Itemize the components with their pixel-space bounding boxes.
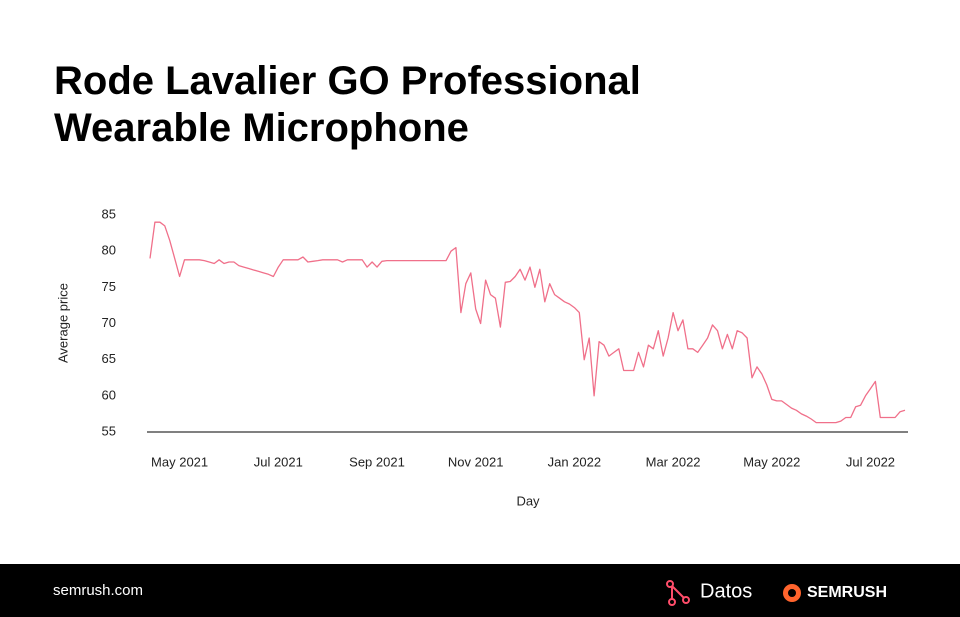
x-tick-label: May 2022 [743, 454, 800, 469]
footer-brand-datos: Datos [700, 580, 752, 602]
x-tick-label: May 2021 [151, 454, 208, 469]
datos-icon [666, 580, 690, 606]
semrush-icon [783, 584, 801, 602]
chart-title: Rode Lavalier GO Professional Wearable M… [54, 59, 641, 150]
y-tick-label: 75 [102, 279, 116, 294]
y-tick-label: 60 [102, 387, 116, 402]
footer-site: semrush.com [53, 582, 143, 599]
chart: Day Average price 55 60 65 70 75 80 85 May 2021… [55, 206, 908, 508]
y-tick-label: 80 [102, 243, 116, 258]
y-tick-label: 55 [102, 423, 116, 438]
x-tick-label: Nov 2021 [448, 454, 504, 469]
y-tick-label: 65 [102, 351, 116, 366]
y-tick-label: 85 [102, 206, 116, 221]
x-tick-label: Sep 2021 [349, 454, 405, 469]
x-tick-label: Mar 2022 [646, 454, 701, 469]
price-line [149, 221, 906, 424]
x-tick-label: Jan 2022 [548, 454, 602, 469]
y-axis-label: Average price [55, 283, 70, 363]
y-tick-label: 70 [102, 315, 116, 330]
x-tick-label: Jul 2021 [254, 454, 303, 469]
footer-brand-semrush: SEMRUSH [807, 584, 887, 601]
x-axis-label: Day [516, 493, 540, 508]
footer: semrush.com Datos SEMRUSH [0, 564, 960, 617]
footer-graphics: semrush.com Datos SEMRUSH [53, 580, 887, 606]
x-tick-label: Jul 2022 [846, 454, 895, 469]
